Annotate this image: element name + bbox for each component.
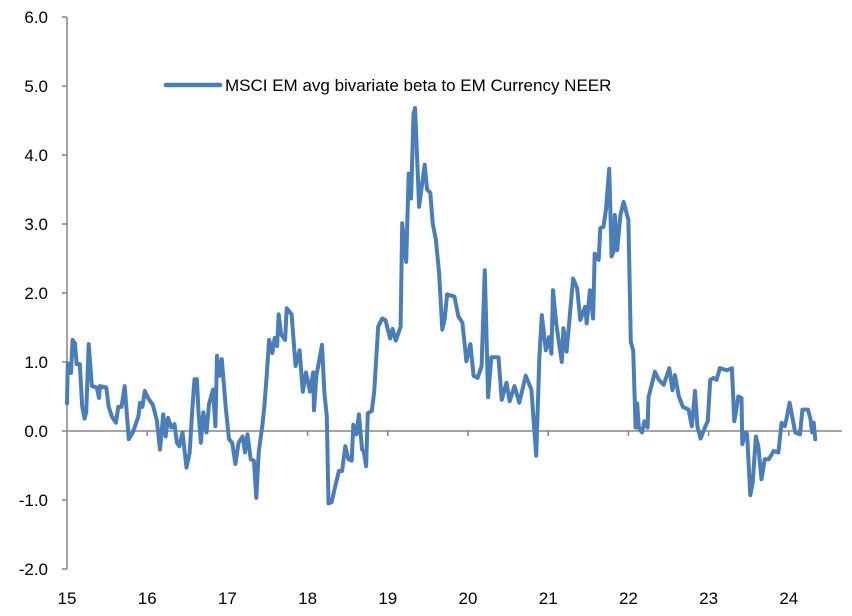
- y-tick-label: 4.0: [24, 146, 48, 165]
- axes: [62, 16, 842, 570]
- x-tick-label: 17: [218, 589, 237, 608]
- y-tick-label: -1.0: [19, 491, 48, 510]
- x-tick-label: 22: [619, 589, 638, 608]
- y-tick-label: 5.0: [24, 77, 48, 96]
- x-tick-label: 21: [539, 589, 558, 608]
- y-tick-label: 3.0: [24, 215, 48, 234]
- x-tick-label: 16: [138, 589, 157, 608]
- y-tick-label: 6.0: [24, 8, 48, 27]
- y-tick-label: 1.0: [24, 353, 48, 372]
- series-layer: [65, 106, 818, 506]
- series-line: [65, 106, 818, 506]
- legend-label: MSCI EM avg bivariate beta to EM Currenc…: [225, 76, 611, 95]
- x-tick-label: 18: [298, 589, 317, 608]
- y-tick-labels: -2.0 -1.0 0.0 1.0 2.0 3.0 4.0 5.0 6.0: [19, 8, 48, 579]
- y-tick-label: 2.0: [24, 284, 48, 303]
- y-tick-label: -2.0: [19, 560, 48, 579]
- x-tick-label: 19: [378, 589, 397, 608]
- x-tick-label: 24: [779, 589, 798, 608]
- x-tick-labels: 15 16 17 18 19 20 21 22 23 24: [58, 589, 799, 608]
- y-tick-label: 0.0: [24, 422, 48, 441]
- x-tick-label: 15: [58, 589, 77, 608]
- x-tick-label: 23: [699, 589, 718, 608]
- x-tick-label: 20: [459, 589, 478, 608]
- legend: MSCI EM avg bivariate beta to EM Currenc…: [163, 76, 611, 95]
